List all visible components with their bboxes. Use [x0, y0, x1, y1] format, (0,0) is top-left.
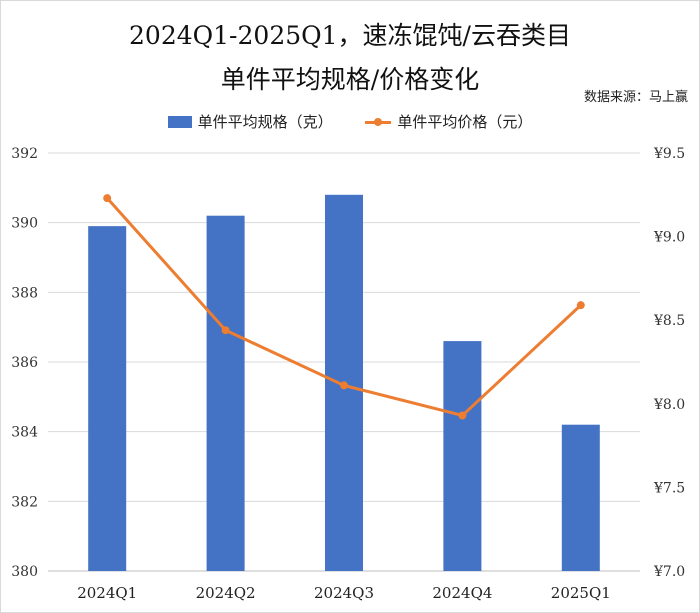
- x-tick-label: 2024Q1: [77, 584, 137, 602]
- legend-item-line: 单件平均价格（元）: [365, 111, 532, 132]
- y-left-tick-label: 382: [11, 494, 38, 510]
- y-right-tick-label: ¥8.5: [653, 313, 685, 329]
- bar: [561, 424, 600, 571]
- y-left-tick-label: 388: [11, 285, 38, 301]
- y-left-tick-label: 380: [11, 564, 38, 580]
- price-point: [103, 194, 112, 203]
- x-tick-label: 2024Q3: [314, 584, 374, 602]
- bar: [88, 226, 127, 571]
- bar: [443, 341, 482, 571]
- legend-item-bar: 单件平均规格（克）: [167, 111, 333, 132]
- y-right-tick-label: ¥9.5: [653, 146, 685, 162]
- y-right-tick-label: ¥7.0: [653, 564, 685, 580]
- x-tick-label: 2024Q4: [432, 584, 492, 602]
- legend-line-label: 单件平均价格（元）: [397, 113, 533, 131]
- price-point: [576, 301, 585, 310]
- y-left-tick-label: 392: [11, 146, 38, 162]
- price-point: [458, 411, 467, 420]
- bar: [206, 215, 245, 571]
- x-tick-label: 2025Q1: [551, 584, 611, 602]
- y-left-tick-label: 386: [11, 355, 38, 371]
- x-tick-label: 2024Q2: [196, 584, 256, 602]
- y-right-tick-label: ¥7.5: [653, 480, 685, 496]
- chart-subtitle: 单件平均规格/价格变化: [220, 65, 480, 94]
- source-note: 数据来源：马上赢: [583, 90, 688, 105]
- legend: 单件平均规格（克） 单件平均价格（元）: [0, 111, 700, 132]
- y-left-tick-label: 384: [11, 425, 38, 441]
- price-point: [221, 326, 230, 335]
- legend-line-swatch: [365, 116, 392, 128]
- price-point: [340, 381, 348, 390]
- y-right-tick-label: ¥8.0: [653, 397, 685, 413]
- legend-bar-label: 单件平均规格（克）: [197, 113, 333, 131]
- chart-title: 2024Q1-2025Q1，速冻馄饨/云吞类目: [129, 21, 571, 50]
- y-left-tick-label: 390: [11, 216, 38, 232]
- y-right-tick-label: ¥9.0: [653, 230, 685, 246]
- legend-bar-swatch: [167, 115, 192, 128]
